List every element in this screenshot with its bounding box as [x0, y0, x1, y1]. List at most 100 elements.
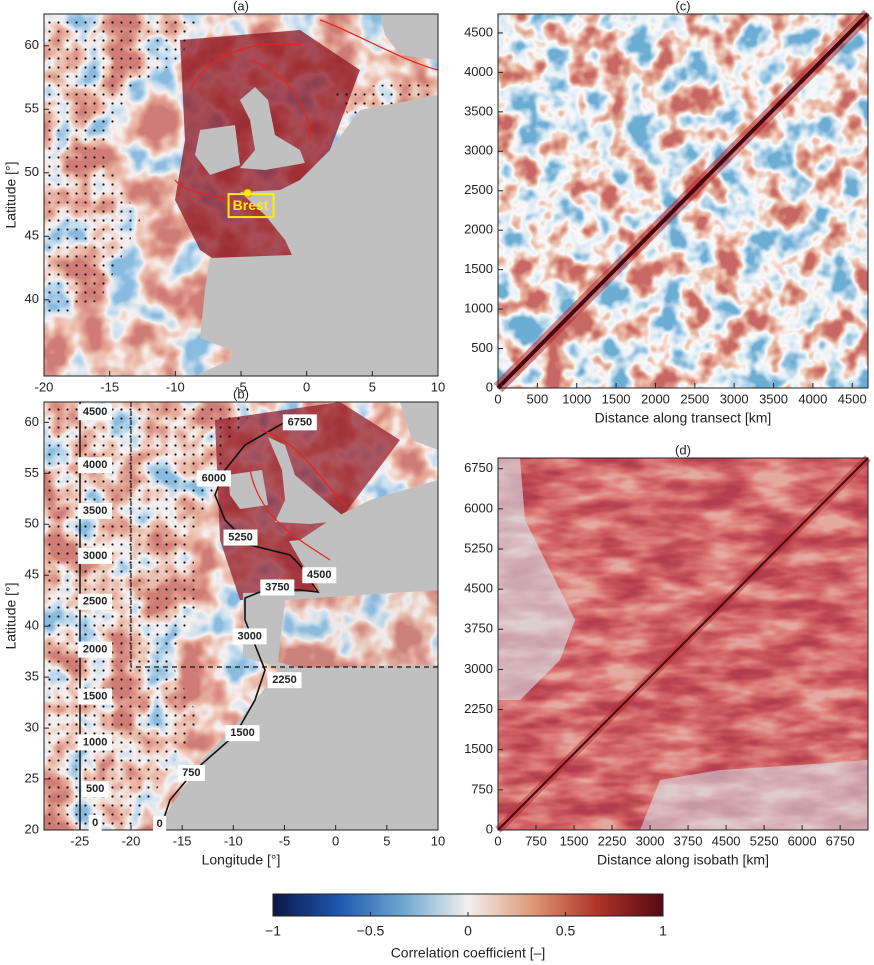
axes-frame [497, 457, 869, 831]
y-tick-label: 60 [25, 37, 39, 52]
y-tick-label: 2500 [464, 182, 493, 197]
distance-label-box [267, 672, 302, 689]
x-tick-label: 6000 [788, 833, 817, 848]
panel-title: (a) [233, 0, 249, 13]
y-tick-label: 45 [25, 567, 39, 582]
panel-title: (b) [233, 386, 249, 401]
colorbar-tick-label: −0.5 [357, 923, 385, 939]
distance-label-box [282, 414, 317, 431]
distance-label: 3500 [83, 505, 107, 517]
colorbar-tick-label: 0.5 [556, 923, 576, 939]
distance-label: 4500 [83, 406, 107, 418]
y-tick-label: 5250 [464, 540, 493, 555]
distance-label-box [78, 547, 113, 564]
y-tick-label: 25 [25, 770, 39, 785]
map-a-field [44, 14, 438, 376]
distance-label: 500 [86, 783, 104, 795]
panel-title: (c) [675, 0, 690, 13]
axes-frame [43, 401, 439, 831]
y-tick-label: 3500 [464, 103, 493, 118]
distance-label: 4000 [83, 459, 107, 471]
y-tick-label: 4000 [464, 64, 493, 79]
y-tick-label: 20 [25, 821, 39, 836]
y-tick-label: 3000 [464, 661, 493, 676]
x-tick-label: 3000 [720, 391, 749, 406]
distance-label: 3750 [265, 581, 289, 593]
x-tick-label: 5250 [750, 833, 779, 848]
x-tick-label: 6750 [826, 833, 855, 848]
distance-label-box [223, 529, 258, 546]
distance-label: 3000 [237, 630, 261, 642]
x-tick-label: 500 [527, 391, 549, 406]
y-tick-label: 60 [25, 414, 39, 429]
x-tick-label: 10 [431, 833, 445, 848]
x-tick-label: 3750 [674, 833, 703, 848]
colorbar-label: Correlation coefficient [–] [391, 945, 546, 961]
x-tick-label: 1500 [602, 391, 631, 406]
x-tick-label: 1000 [562, 391, 591, 406]
distance-label-box [302, 567, 337, 584]
distance-label-box [196, 470, 231, 487]
y-tick-label: 6000 [464, 500, 493, 515]
x-tick-label: 2250 [598, 833, 627, 848]
distance-label: 1500 [83, 690, 107, 702]
x-tick-label: 5 [369, 379, 376, 394]
x-tick-label: 2000 [641, 391, 670, 406]
distance-label-box [78, 734, 113, 751]
x-tick-label: -10 [224, 833, 243, 848]
x-tick-label: 0 [303, 379, 310, 394]
distance-label: 4500 [307, 569, 331, 581]
distance-label-box [260, 579, 295, 596]
y-tick-label: 4500 [464, 24, 493, 39]
x-tick-label: 2500 [680, 391, 709, 406]
y-tick-label: 0 [486, 821, 493, 836]
x-tick-label: 0 [494, 833, 501, 848]
y-tick-label: 45 [25, 228, 39, 243]
y-tick-label: 2000 [464, 222, 493, 237]
y-tick-label: 500 [471, 340, 493, 355]
heatmap-c-field [493, 9, 873, 393]
distance-label-box [225, 725, 260, 742]
colorbar-tick-label: 1 [659, 923, 667, 939]
y-tick-label: 1500 [464, 261, 493, 276]
distance-label: 2500 [83, 596, 107, 608]
y-tick-label: 40 [25, 291, 39, 306]
y-tick-label: 55 [25, 101, 39, 116]
x-tick-label: -20 [35, 379, 54, 394]
y-tick-label: 35 [25, 669, 39, 684]
y-tick-label: 750 [471, 781, 493, 796]
x-tick-label: 4500 [838, 391, 867, 406]
x-tick-label: 0 [332, 833, 339, 848]
distance-label: 5250 [228, 531, 252, 543]
x-tick-label: -15 [100, 379, 119, 394]
y-tick-label: 50 [25, 516, 39, 531]
x-tick-label: 750 [525, 833, 547, 848]
colorbar-tick-label: −1 [265, 923, 281, 939]
map-b-field [44, 402, 438, 830]
x-axis-label: Distance along transect [km] [595, 410, 772, 426]
x-tick-label: -25 [70, 833, 89, 848]
axes-frame [497, 13, 869, 389]
distance-label-box [153, 815, 167, 832]
y-axis-label: Latitude [°] [3, 161, 19, 228]
distance-label: 6750 [288, 416, 312, 428]
x-tick-label: -5 [235, 379, 247, 394]
distance-label: 2250 [272, 674, 296, 686]
y-tick-label: 4500 [464, 581, 493, 596]
y-axis-label: Latitude [°] [3, 582, 19, 649]
distance-label-box [232, 628, 267, 645]
y-tick-label: 0 [486, 379, 493, 394]
y-tick-label: 1500 [464, 741, 493, 756]
distance-label-box [88, 814, 102, 831]
y-tick-label: 55 [25, 465, 39, 480]
distance-label: 1000 [83, 736, 107, 748]
x-tick-label: -5 [279, 833, 291, 848]
x-tick-label: 1500 [560, 833, 589, 848]
y-tick-label: 40 [25, 618, 39, 633]
distance-label: 0 [157, 818, 163, 830]
x-tick-label: 4500 [712, 833, 741, 848]
distance-label: 6000 [202, 472, 226, 484]
heatmap-d-field [495, 455, 871, 833]
y-tick-label: 3750 [464, 621, 493, 636]
distance-label-box [78, 404, 113, 421]
